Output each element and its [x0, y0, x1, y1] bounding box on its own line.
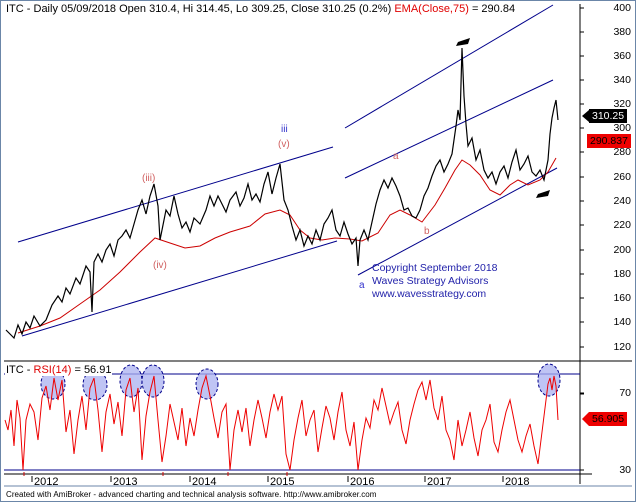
y-tick-360: 360 — [613, 50, 631, 62]
y-tick-260: 260 — [613, 171, 631, 183]
channel-lines — [17, 4, 558, 337]
ema-value-tag: 290.837 — [587, 134, 631, 148]
year-2016: 2016 — [350, 476, 375, 488]
year-2017: 2017 — [427, 476, 452, 488]
y-tick-380: 380 — [613, 26, 631, 38]
y-tick-140: 140 — [613, 316, 631, 328]
copyright-line-1: Copyright September 2018 — [372, 262, 498, 274]
wave-label-iii-minor: (iii) — [142, 173, 156, 184]
y-tick-340: 340 — [613, 74, 631, 86]
y-tick-120: 120 — [613, 341, 631, 353]
wave-label-a-major: a — [359, 280, 365, 291]
ema-label: EMA(Close,75) — [394, 3, 469, 15]
close-price-tag: 310.25 — [589, 109, 628, 123]
year-2012: 2012 — [34, 476, 59, 488]
rsi-panel-title: ITC - RSI(14) = 56.91 — [5, 364, 113, 376]
year-2014: 2014 — [192, 476, 217, 488]
wave-label-iv-minor: (iv) — [153, 260, 167, 271]
top-marker — [456, 38, 470, 46]
year-2013: 2013 — [113, 476, 138, 488]
rsi-overbought-highlights — [40, 363, 561, 401]
copyright-note: Copyright September 2018 Waves Strategy … — [372, 262, 498, 301]
ema-line — [17, 157, 557, 334]
price-line — [5, 47, 559, 340]
ema-value: = 290.84 — [468, 3, 516, 15]
rsi-value-tag: 56.905 — [589, 412, 628, 426]
close-tag-arrow — [582, 110, 589, 122]
rsi-label: RSI(14) — [33, 364, 72, 376]
rsi-value: = 56.91 — [71, 364, 112, 376]
rsi-tick-30: 30 — [619, 464, 631, 476]
price-ohlc-text: ITC - Daily 05/09/2018 Open 310.4, Hi 31… — [6, 3, 395, 15]
y-tick-400: 400 — [613, 2, 631, 14]
rsi-tick-70: 70 — [619, 387, 631, 399]
y-tick-220: 220 — [613, 219, 631, 231]
y-tick-200: 200 — [613, 244, 631, 256]
bottom-marker — [536, 190, 550, 198]
y-tick-180: 180 — [613, 268, 631, 280]
y-tick-320: 320 — [613, 98, 631, 110]
wave-label-iii-major: iii — [281, 124, 288, 135]
rsi-symbol: ITC - — [6, 364, 34, 376]
y-tick-160: 160 — [613, 292, 631, 304]
price-panel-title: ITC - Daily 05/09/2018 Open 310.4, Hi 31… — [5, 3, 517, 15]
rsi-line — [4, 374, 559, 471]
year-2015: 2015 — [270, 476, 295, 488]
y-tick-300: 300 — [613, 122, 631, 134]
y-tick-280: 280 — [613, 146, 631, 158]
rsi-tag-arrow — [582, 412, 589, 426]
year-2018: 2018 — [505, 476, 530, 488]
footer-credit: Created with AmiBroker - advanced charti… — [6, 490, 377, 499]
wave-label-b: b — [424, 226, 430, 237]
copyright-line-3: www.wavesstrategy.com — [372, 288, 487, 300]
wave-label-v-minor: (v) — [278, 139, 290, 150]
y-tick-240: 240 — [613, 195, 631, 207]
wave-label-a-minor: a — [393, 151, 399, 162]
copyright-line-2: Waves Strategy Advisors — [372, 275, 489, 287]
